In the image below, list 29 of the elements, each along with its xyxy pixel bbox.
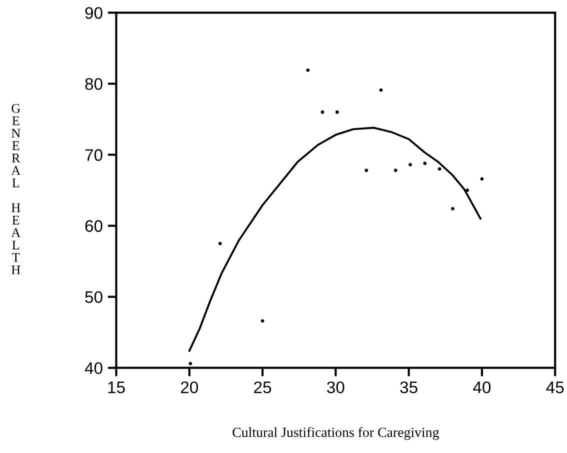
point [394,168,398,172]
y-tick-label: 60 [85,220,102,232]
x-tick-label: 20 [180,381,198,394]
point [335,110,339,114]
y-tick-label: 40 [84,362,102,374]
x-tick-label: 35 [400,381,418,394]
x-tick-label: 15 [108,382,125,394]
y-tick-label: 90 [85,7,102,19]
point [466,188,470,192]
point [320,110,324,114]
point [218,242,222,246]
x-tick-label: 40 [473,381,491,394]
point [423,162,427,165]
point [408,162,412,166]
point [306,68,310,72]
point [188,362,192,366]
x-tick-label: 45 [546,382,564,394]
x-axis-title: Cultural Justifications for Caregiving [232,427,439,440]
point [379,88,383,92]
point [480,177,484,181]
x-tick-label: 30 [327,381,344,394]
line-series [188,126,482,352]
text: GENERAL HEALTH [11,104,21,274]
y-tick-label: 50 [85,291,102,304]
point [364,168,368,172]
y-tick-label: 80 [85,78,102,90]
point [450,207,454,210]
y-tick-label: 70 [85,149,102,161]
x-tick-label: 25 [254,381,272,394]
